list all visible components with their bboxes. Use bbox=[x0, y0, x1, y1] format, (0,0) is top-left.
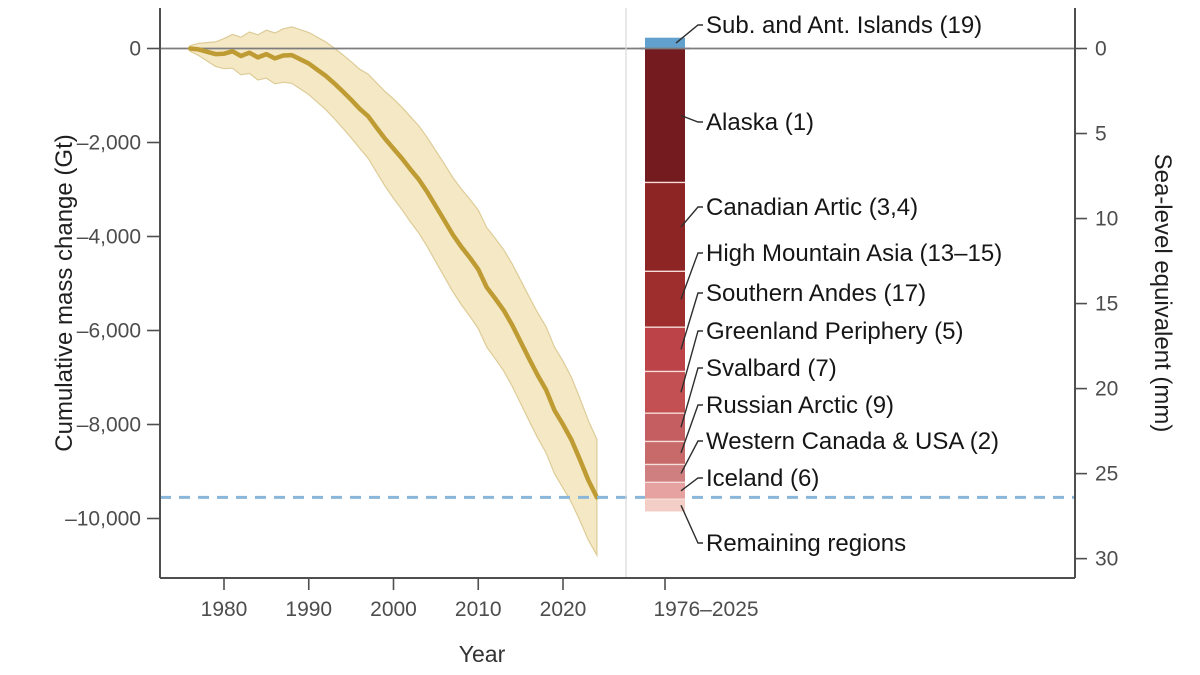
bar-segment-canadian-artic bbox=[645, 182, 685, 272]
uncertainty-band bbox=[189, 26, 598, 558]
leader-line-russian-arctic bbox=[680, 404, 703, 454]
x-axis-tick-label-1: 1990 bbox=[285, 598, 332, 621]
left-axis-title: Cumulative mass change (Gt) bbox=[51, 134, 78, 451]
leader-line-canadian-artic bbox=[680, 206, 703, 228]
bar-segment-high-mountain-asia bbox=[645, 271, 685, 328]
leader-line-iceland bbox=[680, 477, 703, 492]
right-axis-title: Sea-level equivalent (mm) bbox=[1149, 154, 1176, 433]
right-axis-tick-label-1: 5 bbox=[1095, 123, 1107, 146]
bar-axis-tick-label: 1976–2025 bbox=[653, 598, 758, 621]
bar-segment-iceland bbox=[645, 482, 685, 500]
region-label-canadian-artic: Canadian Artic (3,4) bbox=[706, 194, 918, 221]
x-axis-tick-label-2: 2000 bbox=[370, 598, 417, 621]
x-axis-tick-label-4: 2020 bbox=[540, 598, 587, 621]
bar-segment-svalbard bbox=[645, 413, 685, 442]
region-label-svalbard: Svalbard (7) bbox=[706, 355, 837, 382]
right-axis-tick-label-2: 10 bbox=[1095, 208, 1118, 231]
region-label-high-mountain-asia: High Mountain Asia (13–15) bbox=[706, 240, 1002, 267]
axes-frame bbox=[159, 8, 1076, 579]
region-label-greenland-periphery: Greenland Periphery (5) bbox=[706, 318, 963, 345]
left-axis-tick-label-2: –4,000 bbox=[77, 226, 141, 249]
ticks-layer: 0 –2,000 –4,000 –6,000 –8,000 –10,000 0 5 10 15 20… bbox=[65, 38, 1118, 622]
left-axis-tick-label-5: –10,000 bbox=[65, 508, 141, 531]
x-axis-tick-label-3: 2010 bbox=[455, 598, 502, 621]
leader-line-alaska bbox=[680, 114, 703, 123]
bar-segment-sub-ant-islands bbox=[645, 37, 685, 49]
region-label-iceland: Iceland (6) bbox=[706, 465, 819, 492]
left-axis-tick-label-1: –2,000 bbox=[77, 132, 141, 155]
x-axis-title: Year bbox=[459, 641, 506, 667]
region-label-southern-andes: Southern Andes (17) bbox=[706, 280, 926, 307]
leader-line-high-mountain-asia bbox=[680, 252, 703, 300]
bar-segment-western-canada-usa bbox=[645, 464, 685, 483]
region-label-russian-arctic: Russian Arctic (9) bbox=[706, 392, 894, 419]
leader-line-western-canada-usa bbox=[680, 440, 703, 474]
region-label-western-canada-usa: Western Canada & USA (2) bbox=[706, 428, 999, 455]
bar-segment-alaska bbox=[645, 48, 685, 183]
bar-segment-russian-arctic bbox=[645, 441, 685, 465]
leader-line-greenland-periphery bbox=[680, 330, 703, 393]
leader-line-svalbard bbox=[680, 367, 703, 428]
region-label-alaska: Alaska (1) bbox=[706, 109, 814, 136]
bar-segment-southern-andes bbox=[645, 327, 685, 372]
leader-line-southern-andes bbox=[680, 292, 703, 350]
right-axis-tick-label-5: 25 bbox=[1095, 463, 1118, 486]
left-axis-tick-label-0: 0 bbox=[129, 38, 141, 61]
bar-segment-remaining-regions bbox=[645, 499, 685, 512]
right-axis-tick-label-3: 15 bbox=[1095, 293, 1118, 316]
region-labels-layer: Sub. and Ant. Islands (19) Alaska (1) Cana… bbox=[675, 12, 1002, 557]
left-axis-tick-label-4: –8,000 bbox=[77, 414, 141, 437]
leader-line-remaining-regions bbox=[680, 505, 703, 544]
bar-segment-greenland-periphery bbox=[645, 371, 685, 414]
right-axis-tick-label-0: 0 bbox=[1095, 38, 1107, 61]
region-label-sub-ant-islands: Sub. and Ant. Islands (19) bbox=[706, 12, 982, 39]
x-axis-tick-label-0: 1980 bbox=[201, 598, 248, 621]
cumulative-mass-line bbox=[187, 46, 600, 500]
left-axis-tick-label-3: –6,000 bbox=[77, 320, 141, 343]
right-axis-tick-label-6: 30 bbox=[1095, 548, 1118, 571]
region-label-remaining-regions: Remaining regions bbox=[706, 530, 906, 557]
right-axis-tick-label-4: 20 bbox=[1095, 378, 1118, 401]
leader-line-sub-ant-islands bbox=[675, 24, 703, 44]
plot-layer bbox=[160, 26, 1075, 558]
